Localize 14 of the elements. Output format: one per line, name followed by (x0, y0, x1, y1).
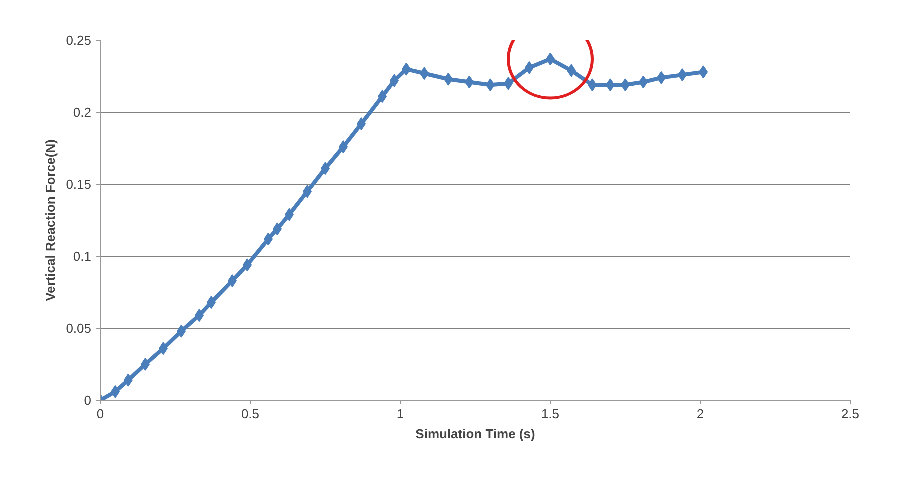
x-tick-label: 2.5 (841, 406, 860, 422)
x-tick-label: 1.5 (541, 406, 560, 422)
y-tick-label: 0.15 (66, 177, 92, 192)
x-tick-label: 0 (96, 406, 104, 422)
y-tick-label: 0.05 (66, 321, 92, 336)
x-tick-label: 1 (396, 406, 404, 422)
y-tick-label: 0 (84, 393, 92, 408)
x-tick-label: 0.5 (241, 406, 260, 422)
y-axis-title: Vertical Reaction Force(N) (43, 140, 58, 302)
x-axis-title: Simulation Time (s) (416, 426, 536, 442)
y-tick-label: 0.25 (66, 33, 92, 48)
x-tick-label: 2 (696, 406, 704, 422)
y-tick-label: 0.2 (73, 105, 92, 120)
y-tick-label: 0.1 (73, 249, 92, 264)
